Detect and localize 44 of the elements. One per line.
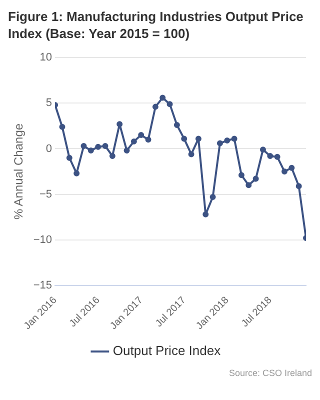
point — [152, 104, 158, 110]
y-tick-label: −15 — [33, 279, 52, 292]
y-tick-label: 0 — [46, 142, 52, 155]
point — [124, 148, 130, 154]
point — [231, 136, 238, 142]
point — [80, 142, 87, 149]
chart-title: Figure 1: Manufacturing Industries Output Price Index (Base: Year 2015 = 100) — [8, 8, 304, 42]
point — [188, 151, 194, 158]
point — [102, 142, 108, 149]
point — [130, 138, 137, 144]
point — [202, 211, 209, 218]
point — [238, 172, 244, 178]
point — [195, 136, 202, 142]
source-note: Source: CSO Ireland — [228, 368, 312, 378]
point — [181, 136, 188, 142]
y-tick-label: 10 — [40, 52, 52, 64]
point — [160, 94, 166, 101]
y-axis-title: % Annual Change — [12, 123, 26, 220]
point — [246, 182, 252, 188]
point — [274, 154, 280, 160]
point — [166, 101, 173, 108]
point — [74, 170, 80, 176]
point — [116, 121, 123, 128]
y-tick-label: −5 — [40, 188, 52, 200]
point — [260, 146, 266, 153]
point — [109, 153, 116, 160]
point — [216, 140, 223, 146]
point — [267, 153, 274, 160]
point — [145, 136, 152, 143]
point — [296, 183, 302, 190]
point — [224, 138, 230, 144]
point — [95, 144, 102, 150]
legend-label: Output Price Index — [112, 343, 222, 358]
point — [281, 168, 288, 175]
point — [66, 154, 72, 161]
point — [174, 122, 180, 128]
point — [88, 148, 94, 154]
point — [288, 164, 295, 171]
y-tick-label: 5 — [46, 97, 52, 110]
point — [252, 176, 259, 182]
point — [138, 132, 144, 138]
point — [59, 124, 66, 130]
y-tick-label: −10 — [33, 234, 52, 246]
point — [210, 194, 216, 200]
